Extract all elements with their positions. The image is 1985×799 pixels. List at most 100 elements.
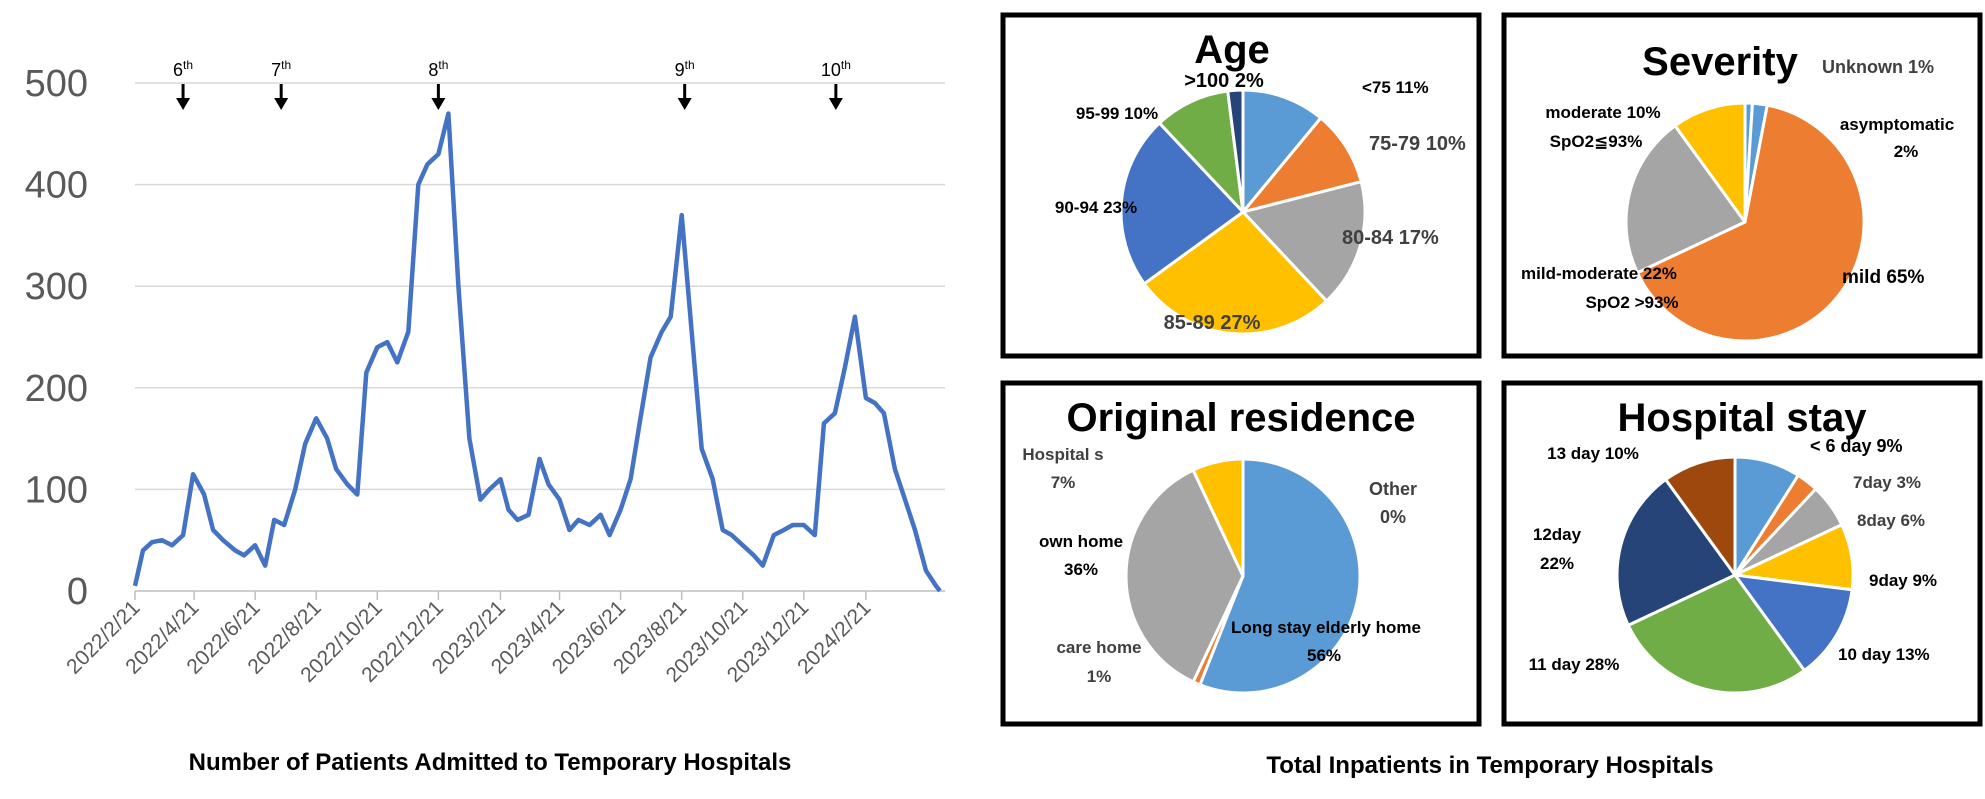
wave-label: 9th xyxy=(675,58,695,80)
wave-arrow-head xyxy=(828,98,843,110)
pie-label: 11 day 28% xyxy=(1529,655,1620,674)
pie-stay xyxy=(1615,455,1855,695)
pie-label-line: 7% xyxy=(1051,473,1076,492)
pie-label-line: own home xyxy=(1039,532,1123,551)
line-chart: 0 100 200 300 400 500 2022/2/212022/4/212022/… xyxy=(25,58,945,776)
pie-title-stay: Hospital stay xyxy=(1618,396,1868,440)
pie-label: 85-89 27% xyxy=(1164,312,1261,334)
pie-label: mild 65% xyxy=(1842,267,1924,288)
pie-label: 12day 22% xyxy=(1533,525,1582,573)
pie-slice-11-day xyxy=(1626,573,1806,695)
wave-arrow-head xyxy=(274,98,289,110)
pie-label-line: SpO2 >93% xyxy=(1585,293,1678,312)
pie-label-line: 56% xyxy=(1307,646,1341,665)
wave-label: 7th xyxy=(271,58,291,80)
pie-slice-moderate xyxy=(1673,101,1747,224)
pie-slice-13-day xyxy=(1664,455,1737,577)
pie-label: Unknown 1% xyxy=(1822,57,1934,77)
pie-title-severity: Severity xyxy=(1642,40,1798,84)
pie-label-line: 1% xyxy=(1087,667,1112,686)
panel-residence-frame xyxy=(1000,380,1482,727)
pie-label: care home 1% xyxy=(1056,638,1141,686)
pie-label-line: 22% xyxy=(1540,554,1574,573)
pie-age xyxy=(1119,88,1367,336)
pie-slice-90-94 xyxy=(1119,121,1245,286)
gridlines xyxy=(135,82,945,491)
pie-slice-85-89 xyxy=(1142,210,1329,336)
left-chart-caption: Number of Patients Admitted to Temporary… xyxy=(189,749,792,776)
pie-label: 13 day 10% xyxy=(1547,444,1639,463)
pie-label-line: Other xyxy=(1369,479,1417,499)
pie-label: 7day 3% xyxy=(1853,473,1921,492)
pie-label-line: SpO2≦93% xyxy=(1550,132,1643,151)
pie-slice-80-84 xyxy=(1241,180,1367,303)
pie-label: Other 0% xyxy=(1369,479,1417,527)
y-tick-label: 500 xyxy=(25,63,88,105)
pie-slice-long-stay-elderly-home xyxy=(1198,457,1362,695)
wave-suffix: th xyxy=(438,58,448,72)
pie-label: 95-99 10% xyxy=(1076,104,1158,123)
wave-marker-7th: 7th xyxy=(271,58,291,110)
wave-number: 6 xyxy=(173,60,183,80)
pie-title-residence: Original residence xyxy=(1066,396,1415,440)
wave-label: 8th xyxy=(428,58,448,80)
pie-label: asymptomatic 2% xyxy=(1840,115,1954,161)
pie-slice-own-home xyxy=(1124,468,1245,684)
pie-label: 90-94 23% xyxy=(1055,198,1137,217)
wave-marker-9th: 9th xyxy=(675,58,695,110)
pie-label: 10 day 13% xyxy=(1838,645,1930,664)
wave-markers: 6th 7th 8th 9th 10th xyxy=(173,58,851,110)
y-tick-label: 100 xyxy=(25,469,88,511)
y-tick-label: 300 xyxy=(25,266,88,308)
pie-label: < 6 day 9% xyxy=(1810,436,1903,456)
wave-marker-8th: 8th xyxy=(428,58,448,110)
pie-slice-gt100 xyxy=(1226,88,1245,214)
pie-label-line: Long stay elderly home xyxy=(1231,618,1421,637)
pie-label: Hospital s 7% xyxy=(1022,445,1103,492)
pie-label: 75-79 10% xyxy=(1369,133,1466,155)
pie-slice-mild xyxy=(1635,103,1866,343)
wave-suffix: th xyxy=(841,58,851,72)
pie-label: <75 11% xyxy=(1362,78,1429,97)
wave-arrow-head xyxy=(431,98,446,110)
y-tick-label: 400 xyxy=(25,165,88,207)
pie-label-line: moderate 10% xyxy=(1545,103,1660,122)
pie-slice-hospitals xyxy=(1191,457,1245,578)
wave-marker-10th: 10th xyxy=(821,58,851,110)
pie-labels: <75 11% 75-79 10% 80-84 17% 85-89 27% 90-94 … xyxy=(1022,57,1954,686)
pie-label-line: 2% xyxy=(1894,142,1919,161)
pie-title-age: Age xyxy=(1194,28,1270,72)
y-axis-ticks: 0 100 200 300 400 500 xyxy=(25,63,88,613)
pie-label: moderate 10% SpO2≦93% xyxy=(1545,103,1660,151)
wave-suffix: th xyxy=(183,58,193,72)
wave-number: 10 xyxy=(821,60,841,80)
pie-label-line: mild-moderate 22% xyxy=(1521,264,1677,283)
panel-age-frame xyxy=(1000,12,1482,359)
pie-slice-lt75 xyxy=(1241,88,1323,214)
pie-label-line: care home xyxy=(1056,638,1141,657)
panel-severity-frame xyxy=(1501,12,1983,359)
series-line xyxy=(132,111,942,593)
pie-label-line: 12day xyxy=(1533,525,1582,544)
wave-number: 9 xyxy=(675,60,685,80)
wave-marker-6th: 6th xyxy=(173,58,193,110)
wave-label: 10th xyxy=(821,58,851,80)
wave-number: 8 xyxy=(428,60,438,80)
wave-suffix: th xyxy=(685,58,695,72)
pie-slice-12day xyxy=(1615,478,1737,627)
pie-slice-mild-moderate xyxy=(1624,124,1747,275)
wave-label: 6th xyxy=(173,58,193,80)
pie-residence xyxy=(1124,457,1362,695)
pie-label-line: 0% xyxy=(1380,507,1406,527)
wave-suffix: th xyxy=(281,58,291,72)
x-axis-ticks: 2022/2/212022/4/212022/6/212022/8/212022… xyxy=(62,591,875,687)
wave-number: 7 xyxy=(271,60,281,80)
pie-label: mild-moderate 22% SpO2 >93% xyxy=(1521,264,1678,312)
wave-arrow-head xyxy=(176,98,191,110)
pie-severity xyxy=(1624,101,1866,343)
wave-arrow-head xyxy=(677,98,692,110)
pie-label: Long stay elderly home 56% xyxy=(1231,618,1421,665)
y-tick-label: 200 xyxy=(25,368,88,410)
